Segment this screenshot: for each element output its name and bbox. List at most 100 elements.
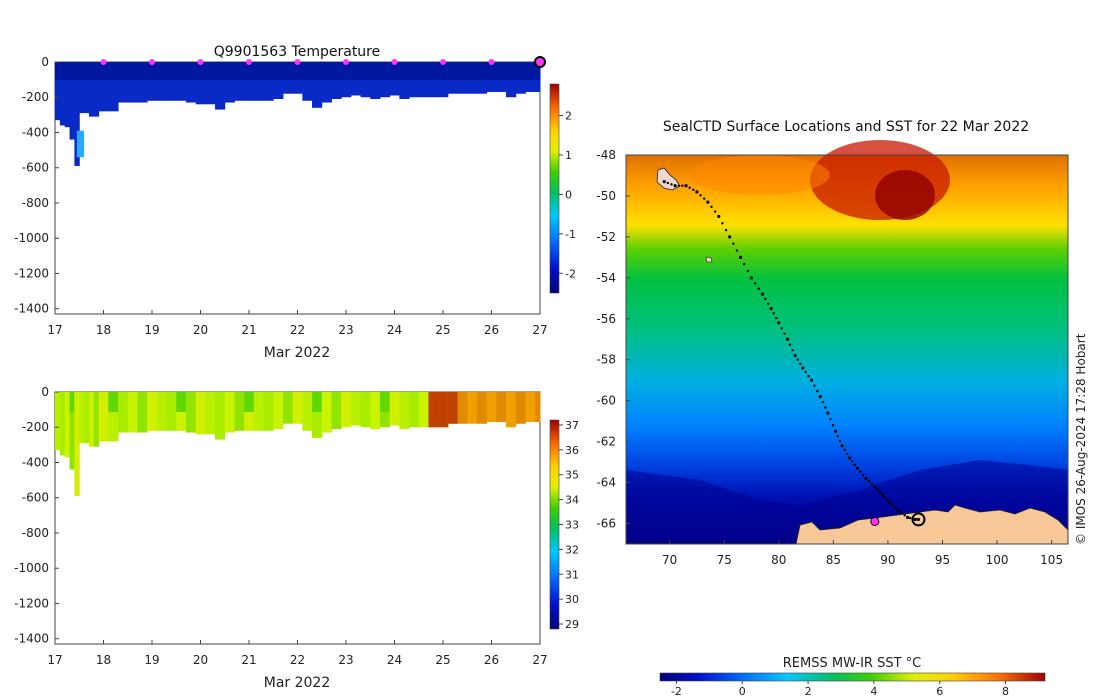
temperature-surface-layer [389, 62, 400, 80]
salinity-profile-column [302, 392, 313, 431]
salinity-profile-column [74, 392, 80, 496]
temperature-profile-column [331, 62, 342, 100]
colorbar-tick-label: 1 [565, 149, 572, 162]
track-point [861, 473, 865, 477]
salinity-profile-column [93, 392, 100, 447]
temperature-surface-layer [476, 62, 488, 80]
profile-marker [488, 59, 495, 65]
temperature-surface-layer [525, 62, 536, 80]
salinity-profile-column [273, 392, 284, 430]
track-point [677, 184, 680, 187]
salinity-profile-column [55, 392, 61, 451]
temperature-surface-layer [321, 62, 332, 80]
salinity-low-layer [312, 392, 323, 412]
colorbar-tick-label: 32 [565, 543, 579, 556]
profile-marker [294, 59, 301, 65]
temperature-profile-column [74, 62, 80, 166]
x-tick-label: 70 [662, 553, 677, 567]
track-end-marker [911, 512, 926, 527]
track-point [883, 496, 887, 499]
y-tick-label: -1000 [14, 231, 49, 245]
temperature-surface-layer [360, 62, 371, 80]
temperature-surface-layer [263, 62, 274, 80]
y-tick-label: -66 [596, 517, 616, 531]
salinity-high-layer [447, 392, 459, 424]
x-tick-label: 100 [986, 553, 1009, 567]
temperature-surface-layer [147, 62, 158, 80]
y-tick-label: -200 [22, 420, 49, 434]
temperature-profile-column [263, 62, 274, 101]
salinity-colorbar-ticks: 37 36 35 34 33 32 31 30 29 [559, 419, 579, 631]
temperature-surface-layer [166, 62, 177, 80]
x-tick-label: 22 [290, 653, 305, 667]
salinity-high-layer [428, 392, 439, 428]
temperature-surface-layer [273, 62, 284, 80]
temperature-profile-column [98, 62, 109, 112]
track-point [859, 470, 862, 473]
track-point [688, 186, 691, 189]
x-tick-label: 19 [144, 323, 159, 337]
track-point [666, 181, 670, 185]
track-point [855, 466, 859, 470]
colorbar-tick-label: 31 [565, 568, 579, 581]
temperature-surface-layer [428, 62, 439, 80]
temperature-profile-column [244, 62, 255, 101]
x-tick-label: 105 [1040, 553, 1063, 567]
x-tick-label: 27 [532, 653, 547, 667]
salinity-profile-column [312, 392, 323, 438]
track-point [897, 509, 901, 513]
track-point [826, 411, 830, 415]
track-point [681, 184, 684, 187]
track-point [873, 485, 877, 489]
colorbar-tick-label: 2 [805, 685, 812, 698]
temperature-surface-layer [331, 62, 342, 80]
x-tick-label: 80 [771, 553, 786, 567]
track-point [851, 460, 854, 463]
temperature-surface-layer [457, 62, 468, 80]
salinity-profile-column [515, 392, 526, 424]
current-location-marker [870, 516, 880, 526]
track-point [900, 512, 903, 515]
track-point [760, 292, 765, 296]
x-tick-label: 25 [435, 653, 450, 667]
track-point [791, 348, 794, 352]
salinity-profile-column [476, 392, 488, 424]
x-tick-label: 22 [290, 323, 305, 337]
map-panel: SealCTD Surface Locations and SST for 22… [596, 119, 1088, 698]
y-tick-label: -1400 [14, 632, 49, 646]
track-point [724, 228, 728, 232]
track-point [777, 321, 781, 325]
temperature-profile-column [195, 62, 206, 105]
x-tick-label: 85 [826, 553, 841, 567]
profile-marker [100, 59, 107, 65]
track-point [829, 417, 832, 421]
colorbar-tick-label: 0 [739, 685, 746, 698]
profile-marker [440, 59, 446, 65]
colorbar-tick-label: 2 [565, 110, 572, 123]
temperature-title: Q9901563 Temperature [214, 44, 381, 60]
track-point [905, 515, 910, 519]
temperature-surface-layer [185, 62, 197, 80]
temperature-profile-column [108, 62, 119, 112]
temperature-profile-column [224, 62, 235, 103]
map-x-axis: 70 75 80 85 90 95 100 105 [662, 540, 1063, 567]
track-point [886, 499, 889, 502]
x-tick-label: 27 [532, 323, 547, 337]
salinity-profile-column [224, 392, 235, 433]
track-point [840, 444, 844, 448]
salinity-profile-column [59, 392, 66, 456]
salinity-profile-column [399, 392, 410, 430]
track-point [799, 362, 802, 366]
temperature-surface-layer [137, 62, 148, 80]
track-point [821, 400, 825, 404]
x-tick-label: 19 [144, 653, 159, 667]
x-tick-label: 25 [435, 323, 450, 337]
salinity-profile-column [389, 392, 400, 426]
temperature-surface-layer [253, 62, 265, 80]
track-point [738, 255, 743, 259]
y-tick-label: -54 [596, 271, 616, 285]
x-tick-label: 23 [338, 653, 353, 667]
profile-marker [343, 59, 349, 65]
y-tick-label: -200 [22, 90, 49, 104]
salinity-profile-column [127, 392, 138, 433]
